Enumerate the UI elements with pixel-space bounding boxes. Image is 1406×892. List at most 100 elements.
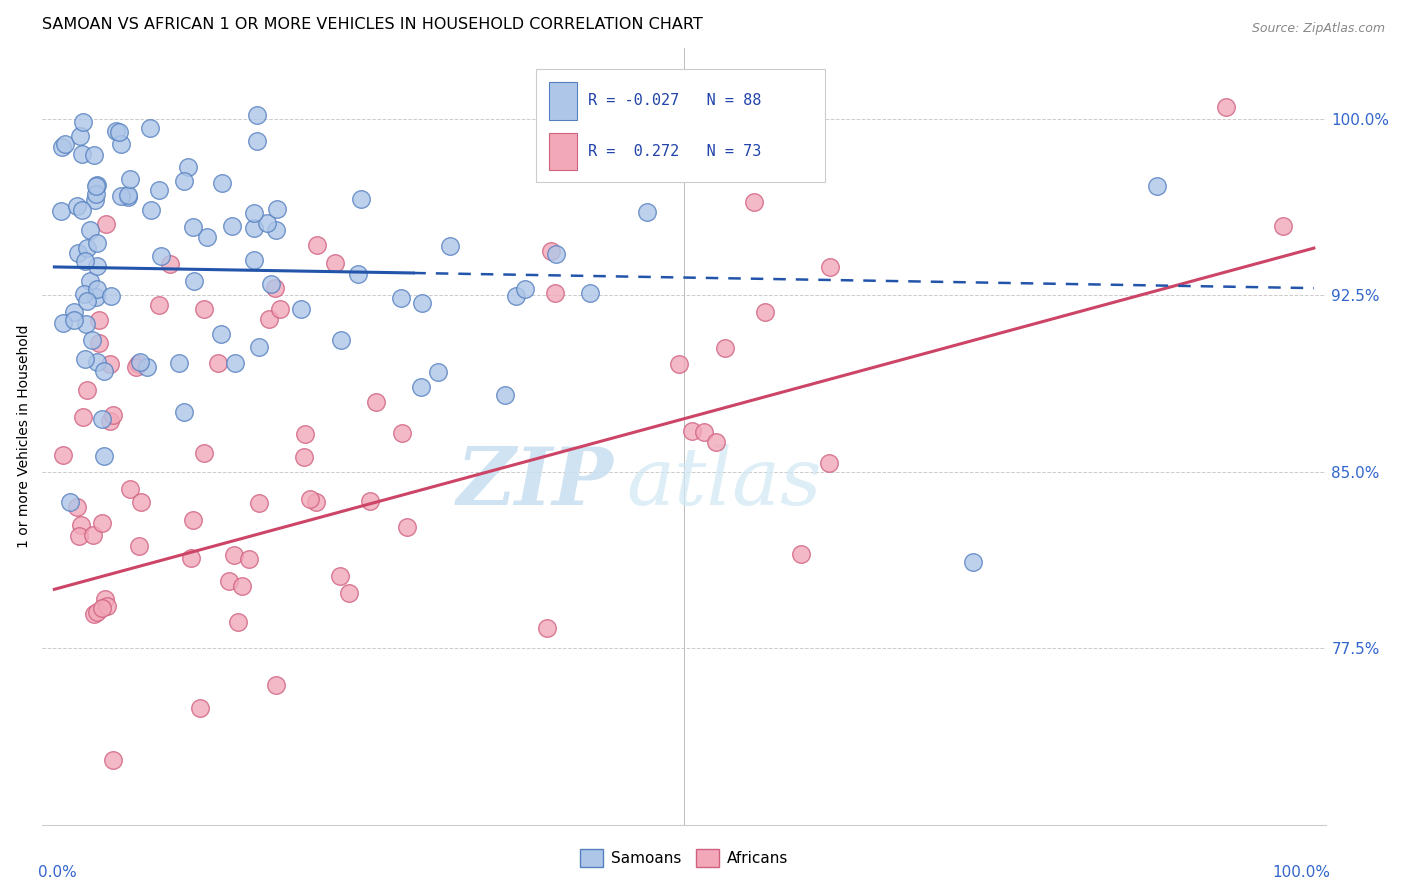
Point xyxy=(91,601,114,615)
Point xyxy=(129,494,152,508)
Point xyxy=(148,183,170,197)
Point xyxy=(389,291,412,305)
Point xyxy=(257,312,280,326)
Point xyxy=(350,192,373,206)
Point xyxy=(505,289,527,303)
Point xyxy=(96,599,118,613)
Point xyxy=(76,241,98,255)
Point xyxy=(537,163,560,178)
Point xyxy=(427,365,450,379)
Point xyxy=(73,287,96,301)
Point xyxy=(75,317,97,331)
Bar xyxy=(550,133,578,170)
Point xyxy=(103,753,125,767)
Point xyxy=(118,482,141,496)
Text: R = -0.027   N = 88: R = -0.027 N = 88 xyxy=(588,94,761,109)
Point xyxy=(86,235,108,250)
Point xyxy=(110,189,132,203)
Point xyxy=(411,296,433,310)
Point xyxy=(211,176,233,190)
Point xyxy=(305,495,328,509)
Point xyxy=(294,450,316,465)
Point xyxy=(167,356,190,370)
Point xyxy=(366,395,388,409)
Point xyxy=(238,551,260,566)
Point xyxy=(1271,219,1294,234)
Point xyxy=(100,289,122,303)
Text: ZIP: ZIP xyxy=(457,444,613,522)
Point xyxy=(337,586,360,600)
Point xyxy=(94,592,117,607)
Point xyxy=(136,360,159,375)
Point xyxy=(180,551,202,566)
Point xyxy=(86,260,108,274)
Point xyxy=(247,496,270,510)
Point xyxy=(62,312,84,326)
Legend: Samoans, Africans: Samoans, Africans xyxy=(574,843,794,873)
Point xyxy=(98,357,121,371)
Text: R =  0.272   N = 73: R = 0.272 N = 73 xyxy=(588,144,761,159)
Point xyxy=(359,493,381,508)
Point xyxy=(226,615,249,629)
Point xyxy=(69,129,91,144)
Point xyxy=(817,456,839,470)
Point xyxy=(628,161,651,176)
Point xyxy=(754,305,776,319)
Point xyxy=(243,253,266,268)
Point xyxy=(59,495,82,509)
Point xyxy=(76,383,98,397)
Point xyxy=(243,205,266,219)
Point xyxy=(117,190,139,204)
Point xyxy=(98,414,121,428)
Point xyxy=(66,500,89,515)
Point xyxy=(101,409,124,423)
Point xyxy=(264,281,287,295)
Point xyxy=(565,165,588,179)
Point xyxy=(89,336,111,351)
Point xyxy=(681,425,703,439)
Point xyxy=(108,125,131,139)
Point xyxy=(70,146,93,161)
Point xyxy=(299,491,322,506)
Point xyxy=(93,364,115,378)
Point xyxy=(129,354,152,368)
Point xyxy=(246,134,269,148)
Point xyxy=(668,357,690,371)
Point xyxy=(246,108,269,122)
Point xyxy=(86,355,108,369)
Text: 0.0%: 0.0% xyxy=(38,865,77,880)
Point xyxy=(52,316,75,330)
Point xyxy=(329,569,352,583)
Point xyxy=(207,356,229,370)
Point xyxy=(177,160,200,174)
Point xyxy=(84,178,107,193)
Point xyxy=(224,356,246,370)
Text: 100.0%: 100.0% xyxy=(1272,865,1330,880)
Point xyxy=(579,286,602,301)
Point xyxy=(704,435,727,450)
Point xyxy=(264,223,287,237)
Point xyxy=(67,528,90,542)
Point xyxy=(86,178,108,193)
Point xyxy=(149,250,172,264)
Point xyxy=(536,621,558,635)
Point xyxy=(515,282,537,296)
Bar xyxy=(550,82,578,120)
Point xyxy=(181,513,204,527)
Point xyxy=(125,360,148,375)
Point xyxy=(84,290,107,304)
Point xyxy=(347,267,370,281)
Point xyxy=(159,257,181,271)
Point xyxy=(395,519,418,533)
Y-axis label: 1 or more Vehicles in Household: 1 or more Vehicles in Household xyxy=(17,325,31,548)
Point xyxy=(193,446,215,460)
Point xyxy=(818,260,841,274)
Point xyxy=(391,425,413,440)
Point xyxy=(49,204,72,219)
Point xyxy=(294,426,316,441)
Point xyxy=(86,606,108,620)
Point xyxy=(693,425,716,439)
Point xyxy=(264,678,287,692)
Point xyxy=(84,187,107,202)
Point xyxy=(79,223,101,237)
